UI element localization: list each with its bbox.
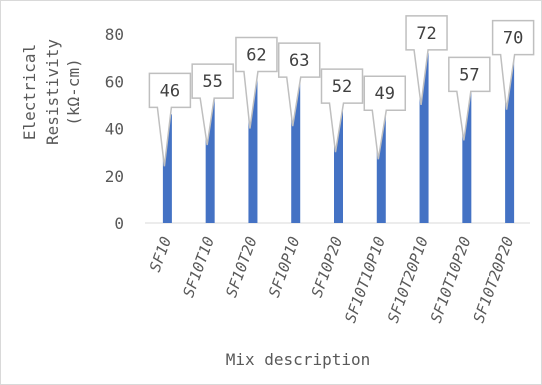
bar [419, 52, 429, 224]
y-axis-title-line: Resistivity [43, 39, 62, 145]
bar [162, 114, 172, 223]
y-tick-label: 40 [105, 120, 124, 139]
data-label: 72 [416, 24, 436, 44]
data-label: 57 [459, 65, 479, 85]
bars [162, 52, 515, 224]
bar [291, 74, 301, 223]
y-axis-title: Electrical Resistivity (kΩ-cm) [20, 39, 83, 145]
x-axis-title: Mix description [226, 350, 371, 369]
data-label-callout [448, 56, 491, 141]
data-label: 55 [202, 72, 222, 92]
bar [248, 76, 258, 224]
y-tick-label: 20 [105, 167, 124, 186]
y-axis-title-line: (kΩ-cm) [64, 58, 83, 125]
data-label: 63 [289, 51, 309, 71]
data-label: 70 [503, 29, 523, 49]
y-tick-label: 0 [114, 214, 124, 233]
data-label-callout [491, 19, 535, 110]
data-label: 52 [332, 77, 352, 97]
y-axis-title-line: Electrical [20, 44, 39, 140]
data-label: 49 [375, 84, 395, 104]
bar [205, 93, 215, 223]
data-labels: 46 55 62 63 52 49 72 57 70 [148, 15, 535, 167]
bar [462, 88, 472, 224]
data-label: 62 [246, 46, 266, 66]
bar [334, 100, 343, 223]
bar [505, 57, 515, 223]
y-tick-label: 60 [105, 72, 124, 91]
y-tick-label: 80 [105, 25, 124, 44]
bar [376, 107, 386, 223]
y-axis-ticks: 0 20 40 60 80 [105, 25, 124, 233]
data-label-callout [405, 15, 448, 105]
data-label-callout [191, 63, 234, 146]
data-label: 46 [160, 81, 180, 101]
data-label-callout [235, 36, 278, 129]
data-label-callout [320, 68, 364, 153]
data-label-callout [277, 42, 321, 127]
data-label-callout [148, 72, 192, 167]
data-label-callout [363, 75, 407, 160]
